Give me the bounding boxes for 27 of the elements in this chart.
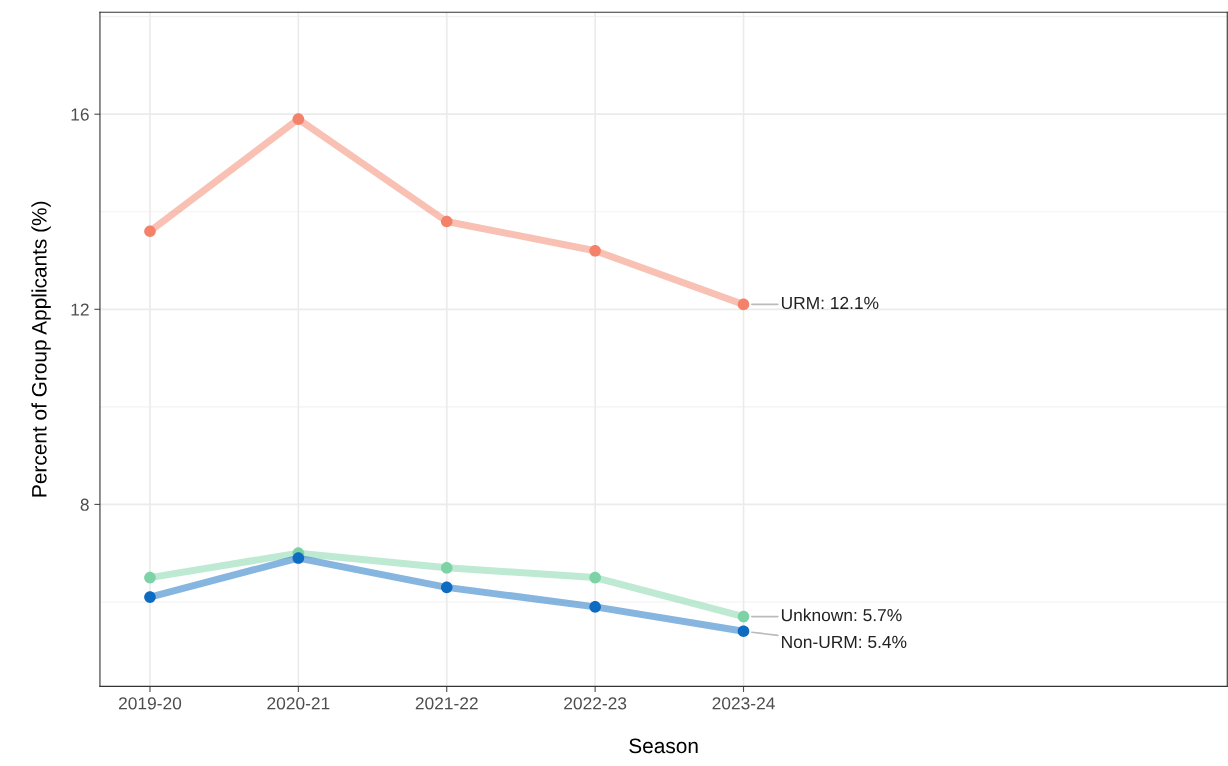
point	[737, 298, 750, 311]
annotation: URM: 12.1%	[781, 296, 879, 310]
point	[737, 625, 750, 638]
x-tick-label: 2022-23	[564, 697, 627, 710]
x-axis-title: Season	[629, 738, 698, 754]
x-tick-label: 2020-21	[267, 697, 330, 710]
point	[144, 225, 156, 238]
annotation: Non-URM: 5.4%	[782, 635, 907, 649]
point	[589, 244, 601, 257]
point	[292, 113, 305, 125]
point	[440, 562, 453, 574]
point	[144, 571, 156, 584]
point	[440, 215, 453, 228]
point	[292, 552, 305, 564]
y-tick-label: 8	[80, 498, 89, 511]
annotation: Unknown: 5.7%	[781, 608, 902, 622]
y-tick-label: 16	[71, 108, 89, 121]
x-tick-label: 2023-24	[712, 697, 775, 710]
point	[737, 610, 750, 623]
point	[589, 601, 601, 613]
point	[144, 591, 156, 603]
point	[440, 581, 453, 594]
point	[589, 571, 601, 584]
y-tick-label: 12	[71, 303, 89, 316]
y-axis-title: Percent of Group Applicants (%)	[31, 201, 51, 497]
x-tick-label: 2021-22	[415, 697, 478, 710]
x-tick-label: 2019-20	[118, 697, 182, 710]
